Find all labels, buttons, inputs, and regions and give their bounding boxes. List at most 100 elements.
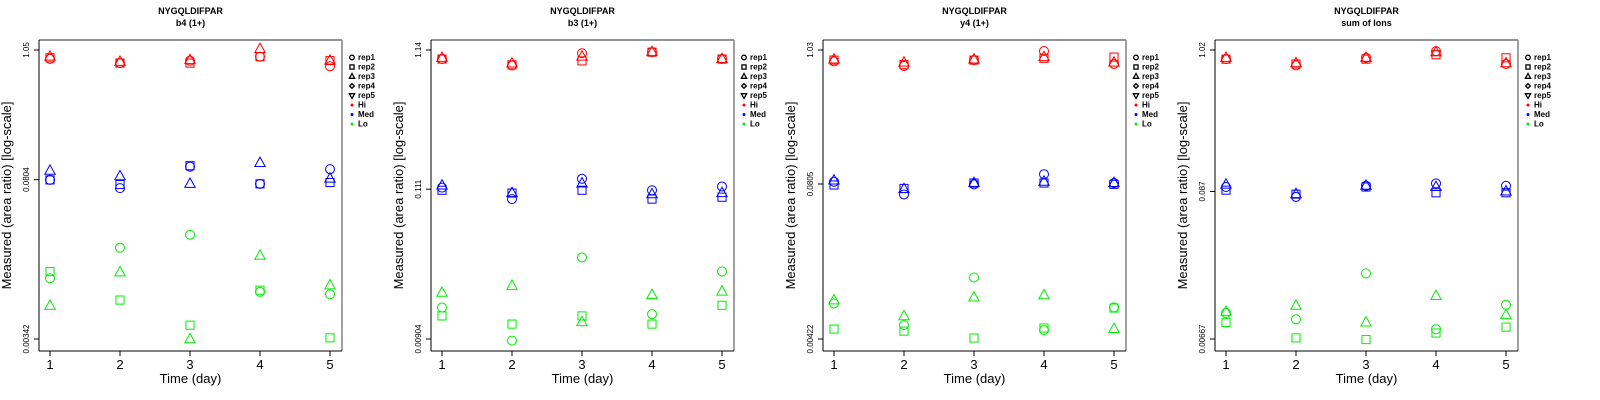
y-tick-label: 1.05 [22, 42, 31, 58]
y-tick-label: 0.111 [414, 179, 423, 198]
x-tick-label: 3 [578, 357, 585, 372]
data-point-lo-rep3 [435, 285, 449, 297]
x-tick-label: 4 [1432, 357, 1439, 372]
data-point-med-rep3 [435, 178, 449, 190]
legend-swatch-rep1 [741, 54, 747, 61]
data-point-hi-rep3 [715, 52, 729, 64]
data-point-med-rep2 [829, 180, 839, 190]
data-point-med-rep3 [505, 186, 519, 198]
legend-swatch-hi [1526, 103, 1530, 107]
data-point-med-rep1 [1501, 180, 1511, 191]
data-point-lo-rep1 [647, 309, 657, 320]
data-point-lo-rep1 [437, 302, 447, 313]
y-axis-label: Measured (area ratio) [log-scale] [0, 102, 14, 290]
legend-swatch-rep4 [1132, 82, 1140, 90]
data-point-lo-rep1 [1291, 314, 1301, 325]
legend-label: Lo [1142, 120, 1152, 129]
data-point-lo-rep2 [1361, 335, 1371, 345]
legend-label: Hi [1534, 101, 1542, 110]
legend-swatch-rep1 [349, 54, 355, 61]
legend-label: rep2 [358, 63, 375, 72]
data-point-lo-rep3 [113, 265, 127, 277]
data-point-med-rep2 [507, 188, 517, 198]
legend-label: rep4 [1534, 82, 1551, 91]
data-point-hi-rep1 [325, 61, 335, 72]
data-point-med-rep3 [1107, 176, 1121, 188]
data-point-lo-rep1 [115, 242, 125, 253]
x-tick-label: 2 [508, 357, 515, 372]
x-tick-label: 2 [900, 357, 907, 372]
legend-swatch-hi [1134, 103, 1138, 107]
chart-subtitle: sum of Ions [1341, 18, 1392, 28]
legend-swatch-rep5 [1524, 93, 1532, 100]
data-point-med-rep3 [43, 163, 57, 175]
x-tick-label: 5 [1502, 357, 1509, 372]
data-point-med-rep3 [183, 176, 197, 188]
legend-swatch-rep2 [349, 64, 355, 70]
chart-title: NYGQLDIFPAR [550, 6, 615, 16]
data-point-med-rep1 [717, 181, 727, 192]
legend-label: rep1 [1534, 53, 1551, 62]
x-tick-label: 1 [438, 357, 445, 372]
data-point-lo-rep3 [1037, 288, 1051, 300]
data-point-lo-rep3 [183, 332, 197, 344]
data-point-lo-rep2 [1291, 333, 1301, 343]
legend-swatch-hi [742, 103, 746, 107]
data-point-lo-rep3 [715, 284, 729, 296]
legend-label: Hi [358, 101, 366, 110]
data-point-lo-rep3 [1289, 298, 1303, 310]
data-point-lo-rep2 [255, 285, 265, 295]
data-point-med-rep1 [507, 194, 517, 205]
legend-swatch-rep3 [1132, 72, 1140, 79]
data-point-hi-rep3 [1107, 55, 1121, 67]
x-axis-label: Time (day) [160, 371, 222, 386]
data-point-med-rep1 [577, 173, 587, 184]
data-point-med-rep1 [1039, 169, 1049, 180]
chart-panel-4: NYGQLDIFPAR sum of Ions 1.02 0.087 0.00667 1 2… [1175, 6, 1551, 386]
legend-swatch-lo [1526, 122, 1530, 126]
legend-swatch-med [350, 113, 354, 116]
data-point-lo-rep3 [575, 315, 589, 327]
data-point-lo-rep1 [577, 252, 587, 263]
chart-subtitle: b4 (1+) [176, 18, 205, 28]
legend-swatch-lo [1134, 122, 1138, 126]
data-point-lo-rep3 [43, 298, 57, 310]
data-point-lo-rep3 [827, 293, 841, 305]
legend-label: rep1 [750, 53, 767, 62]
legend-swatch-rep1 [1133, 54, 1139, 61]
data-point-lo-rep2 [1039, 323, 1049, 333]
data-point-med-rep2 [255, 179, 265, 189]
legend-swatch-rep1 [1525, 54, 1531, 61]
legend-label: Med [1142, 110, 1158, 119]
data-point-hi-rep1 [1501, 58, 1511, 69]
x-axis-label: Time (day) [1336, 371, 1398, 386]
legend-label: rep3 [358, 72, 375, 81]
data-point-hi-rep3 [1499, 56, 1513, 68]
data-point-lo-rep2 [325, 333, 335, 343]
data-point-lo-rep3 [1359, 315, 1373, 327]
data-point-hi-rep3 [435, 50, 449, 62]
data-point-hi-rep3 [1429, 45, 1443, 57]
x-tick-label: 1 [1222, 357, 1229, 372]
data-point-hi-rep1 [1039, 46, 1049, 57]
y-tick-label: 1.02 [1198, 42, 1207, 58]
y-tick-label: 0.0805 [806, 171, 815, 196]
y-tick-label: 1.03 [806, 42, 815, 58]
data-point-med-rep1 [1431, 178, 1441, 189]
data-point-med-rep3 [967, 176, 981, 188]
x-tick-label: 5 [1110, 357, 1117, 372]
legend-swatch-rep2 [1525, 64, 1531, 70]
data-point-lo-rep2 [437, 311, 447, 321]
legend-swatch-hi [350, 103, 354, 107]
x-axis-label: Time (day) [944, 371, 1006, 386]
data-point-hi-rep3 [645, 45, 659, 57]
y-tick-label: 0.00422 [806, 324, 815, 353]
data-point-lo-rep1 [507, 335, 517, 346]
x-tick-label: 5 [718, 357, 725, 372]
data-point-hi-rep2 [577, 56, 587, 66]
data-point-med-rep2 [437, 185, 447, 195]
data-point-med-rep3 [715, 186, 729, 198]
data-point-lo-rep1 [45, 273, 55, 284]
data-point-med-rep1 [829, 176, 839, 187]
data-point-lo-rep2 [577, 311, 587, 321]
